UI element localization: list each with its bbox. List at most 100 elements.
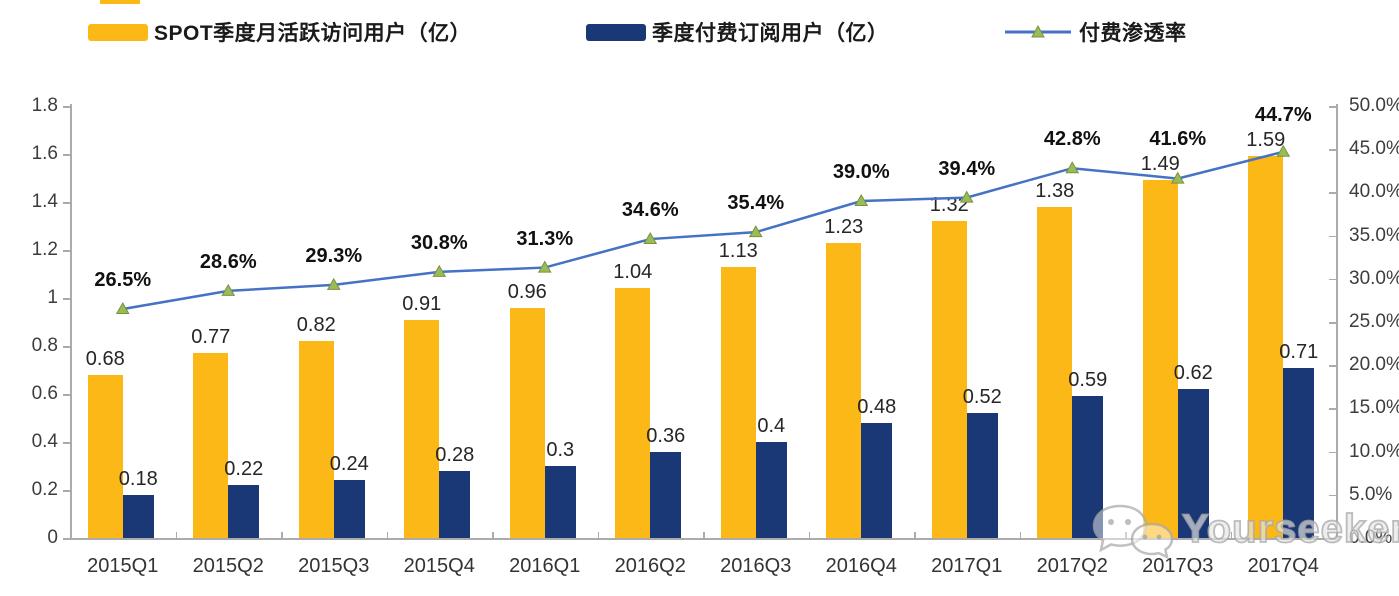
x-axis-tick [1230, 532, 1232, 538]
right-axis-tick-label: 25.0% [1349, 311, 1399, 332]
x-axis-line [70, 538, 1337, 540]
subs-value-label: 0.24 [329, 453, 369, 476]
right-axis-tick-label: 10.0% [1349, 440, 1399, 462]
right-axis-tick-label: 45.0% [1349, 138, 1399, 160]
penetration-point [1065, 161, 1080, 174]
mau-value-label: 1.38 [1035, 179, 1075, 202]
mau-value-label: 1.04 [613, 261, 653, 284]
mau-value-label: 1.13 [718, 239, 758, 262]
x-axis-tick [1019, 532, 1021, 538]
subs-bar [650, 451, 682, 538]
wechat-icon [1092, 504, 1174, 560]
x-tick-label: 2015Q4 [403, 555, 475, 577]
mau-bar [298, 341, 334, 538]
left-axis-tick [63, 250, 70, 252]
left-axis-tick-label: 1.2 [31, 239, 58, 260]
watermark-text: Yourseeker [1181, 506, 1399, 552]
subs-value-label: 0.62 [1173, 362, 1213, 385]
right-axis-tick-label: 5.0% [1349, 483, 1393, 505]
x-tick-label: 2016Q4 [825, 555, 897, 577]
penetration-line [122, 150, 1284, 311]
subs-value-label: 0.4 [757, 415, 786, 437]
left-axis-tick [63, 538, 70, 540]
mau-bar [509, 307, 545, 538]
x-axis-tick [386, 532, 388, 538]
penetration-label: 44.7% [1254, 104, 1312, 127]
mau-bar [720, 266, 756, 538]
subs-bar [122, 494, 154, 538]
left-axis-line [70, 104, 72, 539]
penetration-point [326, 277, 341, 290]
subs-value-label: 0.18 [118, 467, 158, 490]
mau-bar [87, 374, 123, 538]
subs-bar [333, 480, 365, 538]
watermark: Yourseeker [1090, 498, 1399, 560]
x-axis-tick [1336, 532, 1338, 538]
x-tick-label: 2016Q1 [509, 555, 581, 577]
right-axis-line [1336, 104, 1338, 539]
x-tick-label: 2015Q1 [87, 555, 159, 577]
left-axis-tick [63, 154, 70, 156]
right-axis-tick [1329, 538, 1336, 540]
x-tick-label: 2017Q4 [1247, 555, 1319, 577]
right-axis-tick-label: 35.0% [1349, 224, 1399, 246]
right-axis-tick-label: 50.0% [1349, 95, 1399, 116]
x-tick-label: 2017Q1 [931, 555, 1003, 577]
mau-bar [931, 221, 967, 538]
right-axis-tick-label: 40.0% [1349, 181, 1399, 203]
subs-bar [544, 466, 576, 538]
right-axis-tick [1329, 408, 1336, 410]
left-axis-tick-label: 1.8 [31, 95, 58, 116]
subs-bar [755, 442, 787, 538]
x-tick-label: 2016Q3 [720, 555, 792, 577]
legend-label-mau: SPOT季度月活跃访问用户（亿） [154, 22, 472, 45]
x-tick-label: 2015Q2 [192, 555, 264, 577]
right-axis-tick [1329, 278, 1336, 281]
right-axis-tick [1329, 451, 1336, 454]
right-axis-tick [1329, 149, 1336, 151]
left-axis-tick-label: 1.4 [31, 191, 58, 212]
mau-bar [615, 288, 651, 538]
legend-swatch-subscribers [586, 23, 646, 41]
top-edge-artifact [100, 0, 140, 4]
mau-bar [404, 319, 440, 538]
penetration-label: 34.6% [621, 199, 679, 222]
x-axis-tick [281, 532, 283, 538]
right-axis-tick [1329, 192, 1336, 194]
penetration-label: 31.3% [516, 227, 574, 250]
left-axis-tick-label: 0.4 [31, 431, 58, 452]
penetration-label: 35.4% [727, 192, 785, 215]
mau-value-label: 0.77 [191, 326, 231, 349]
left-axis-tick [63, 202, 70, 204]
x-tick-label: 2016Q2 [614, 555, 686, 577]
penetration-label: 30.8% [410, 231, 468, 254]
mau-value-label: 0.96 [507, 280, 547, 303]
x-axis-tick [175, 532, 177, 538]
left-axis-tick [63, 394, 70, 396]
right-axis-tick-label: 0.0% [1349, 527, 1393, 548]
x-axis-tick [492, 532, 494, 538]
mau-value-label: 1.23 [824, 215, 864, 238]
subs-value-label: 0.3 [546, 439, 575, 461]
penetration-point [537, 260, 552, 273]
mau-bar [826, 242, 862, 538]
x-tick-label: 2017Q3 [1142, 555, 1214, 577]
penetration-point [115, 302, 130, 315]
left-axis-tick [63, 298, 70, 300]
penetration-label: 39.0% [832, 161, 890, 184]
mau-value-label: 1.59 [1246, 129, 1286, 152]
mau-value-label: 1.32 [929, 194, 969, 217]
mau-value-label: 0.91 [402, 292, 442, 315]
left-axis-tick [63, 490, 70, 492]
penetration-label: 29.3% [305, 244, 363, 267]
mau-value-label: 1.49 [1140, 153, 1180, 176]
subs-bar [1177, 389, 1209, 538]
left-axis-tick [63, 346, 70, 348]
subs-value-label: 0.22 [224, 458, 264, 481]
right-axis-tick [1329, 322, 1336, 324]
x-tick-label: 2017Q2 [1036, 555, 1108, 577]
x-axis-tick [70, 532, 72, 538]
left-axis-tick [63, 442, 70, 444]
left-axis-tick-label: 0.2 [31, 479, 58, 500]
